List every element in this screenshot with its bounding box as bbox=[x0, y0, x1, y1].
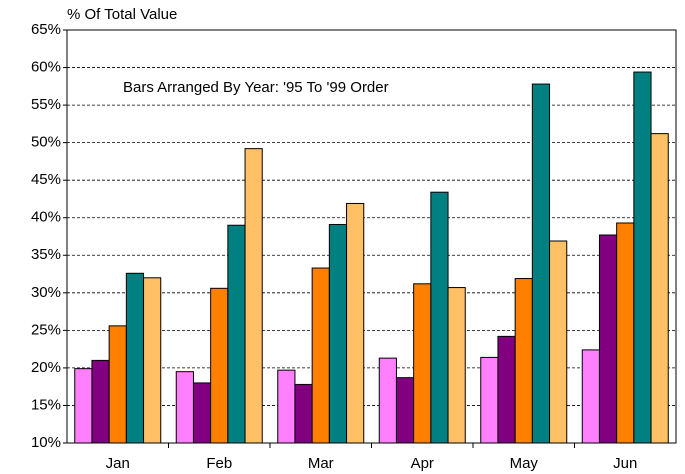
bar bbox=[227, 224, 246, 444]
bar bbox=[294, 383, 313, 444]
bar bbox=[210, 287, 229, 444]
bar bbox=[447, 287, 466, 444]
bar bbox=[311, 267, 330, 444]
y-axis-label: % Of Total Value bbox=[67, 6, 177, 23]
bar bbox=[514, 278, 533, 444]
y-tick-label: 50% bbox=[31, 134, 61, 151]
x-tick-label: Jun bbox=[613, 455, 637, 472]
bar bbox=[650, 133, 669, 444]
y-tick-label: 20% bbox=[31, 359, 61, 376]
bar bbox=[395, 377, 415, 444]
bar bbox=[175, 371, 194, 444]
y-tick-label: 15% bbox=[31, 396, 61, 413]
bar bbox=[244, 148, 263, 444]
y-tick-label: 35% bbox=[31, 246, 61, 263]
bar bbox=[497, 335, 516, 444]
bar bbox=[581, 349, 600, 444]
x-tick-label: Jan bbox=[106, 455, 130, 472]
bar bbox=[277, 369, 296, 444]
y-tick-label: 30% bbox=[31, 284, 61, 301]
bar bbox=[143, 277, 162, 444]
bar bbox=[598, 234, 618, 444]
x-tick-label: Mar bbox=[308, 455, 334, 472]
x-tick-label: Apr bbox=[411, 455, 434, 472]
bar bbox=[328, 223, 348, 444]
annotation: Bars Arranged By Year: '95 To '99 Order bbox=[123, 79, 389, 96]
y-tick-label: 40% bbox=[31, 209, 61, 226]
bar bbox=[346, 202, 365, 444]
bar bbox=[192, 382, 212, 444]
bar bbox=[125, 272, 145, 444]
bar bbox=[74, 368, 93, 444]
bar bbox=[413, 283, 432, 444]
plot-frame bbox=[66, 29, 677, 444]
y-tick-label: 25% bbox=[31, 321, 61, 338]
x-tick-label: Feb bbox=[206, 455, 232, 472]
y-tick-label: 60% bbox=[31, 59, 61, 76]
x-tick-label: May bbox=[510, 455, 539, 472]
y-tick-label: 55% bbox=[31, 96, 61, 113]
y-tick-label: 10% bbox=[31, 434, 61, 451]
bar bbox=[108, 325, 127, 444]
bar bbox=[378, 357, 397, 444]
y-tick-label: 45% bbox=[31, 171, 61, 188]
bar bbox=[633, 71, 652, 444]
bar bbox=[480, 356, 499, 444]
bar bbox=[531, 83, 551, 444]
y-tick-label: 65% bbox=[31, 21, 61, 38]
bar bbox=[430, 191, 449, 444]
bar bbox=[616, 222, 635, 444]
bar bbox=[91, 359, 110, 444]
bar bbox=[549, 240, 568, 444]
